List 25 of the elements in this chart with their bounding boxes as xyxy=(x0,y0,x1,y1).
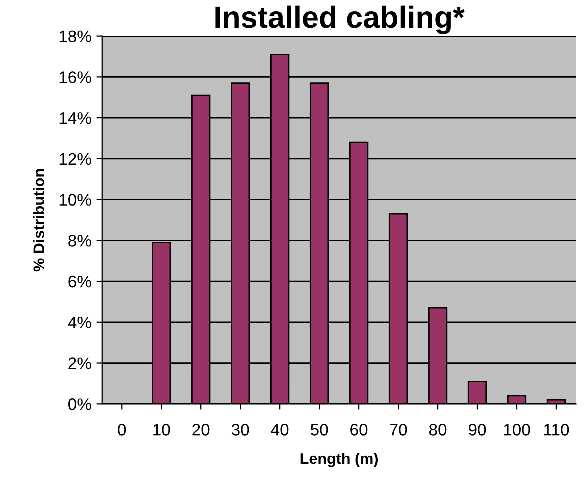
x-tick-label: 100 xyxy=(504,424,530,436)
x-tick-label: 40 xyxy=(271,424,289,436)
x-tick-label: 70 xyxy=(390,424,408,436)
y-tick-label: 10% xyxy=(60,194,92,206)
y-tick-label: 0% xyxy=(68,398,92,410)
y-tick-label: 6% xyxy=(68,276,92,288)
x-tick-label: 0 xyxy=(118,424,126,436)
y-tick-label: 4% xyxy=(68,316,92,329)
y-tick-label: 18% xyxy=(60,30,92,43)
x-axis-title: Length (m) xyxy=(300,453,378,468)
y-axis-title: % Distribution xyxy=(33,169,44,272)
y-tick-label: 14% xyxy=(60,112,92,124)
x-tick-label: 60 xyxy=(350,424,368,436)
y-tick-label: 16% xyxy=(60,72,92,84)
x-tick-label: 50 xyxy=(310,424,328,436)
chart-title: Installed cabling* xyxy=(216,6,465,34)
y-tick-label: 12% xyxy=(60,153,92,166)
x-tick-label: 10 xyxy=(154,424,170,436)
x-tick-label: 30 xyxy=(232,424,250,436)
y-tick-label: 2% xyxy=(68,358,92,370)
x-tick-label: 20 xyxy=(192,424,210,436)
x-tick-label: 80 xyxy=(429,424,447,436)
x-tick-label: 110 xyxy=(544,424,570,436)
x-tick-label: 90 xyxy=(469,424,486,436)
y-tick-label: 8% xyxy=(68,235,92,247)
